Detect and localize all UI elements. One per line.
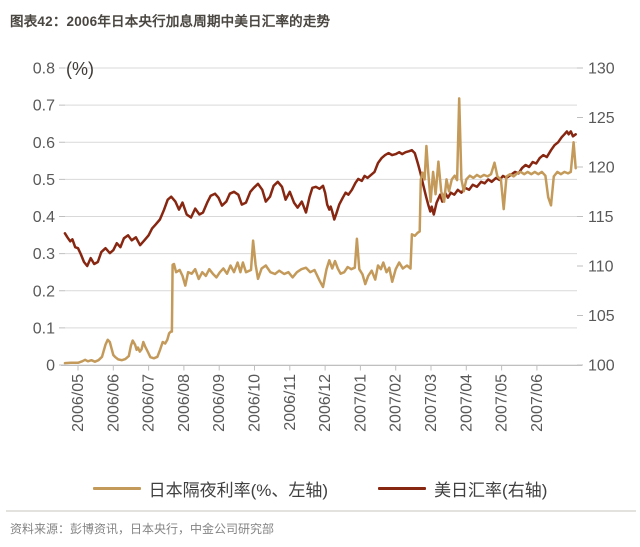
right-axis-tick-label: 110	[588, 259, 614, 276]
x-axis-tick-label: 2006/11	[282, 374, 299, 431]
left-axis-tick-label: 0.5	[33, 172, 55, 189]
right-axis-tick-label: 120	[588, 160, 615, 177]
x-axis-tick-label: 2006/08	[176, 374, 193, 432]
x-axis-tick-label: 2006/05	[70, 374, 87, 432]
legend-line-sample-call-rate	[92, 487, 141, 490]
x-axis-tick-label: 2006/12	[317, 374, 334, 432]
chart-series	[63, 97, 577, 365]
left-axis-tick-label: 0.2	[33, 283, 55, 300]
figure-title: 图表42：2006年日本央行加息周期中美日汇率的走势	[10, 14, 331, 29]
right-axis-tick-label: 130	[588, 61, 615, 78]
left-axis-tick-label: 0.8	[33, 61, 55, 78]
left-axis-tick-label: 0.6	[33, 135, 55, 152]
x-axis-tick-label: 2006/07	[141, 374, 158, 432]
legend: 日本隔夜利率(%、左轴) 美日汇率(右轴)	[0, 476, 640, 501]
legend-line-sample-usdjpy	[378, 487, 427, 490]
series-line-0	[63, 97, 577, 365]
right-axis-tick-label: 105	[588, 308, 615, 325]
left-axis-tick-label: 0.4	[33, 209, 55, 226]
right-axis-tick-label: 125	[588, 110, 615, 127]
x-axis-tick-label: 2007/05	[494, 374, 511, 432]
x-axis-tick-label: 2006/10	[247, 374, 264, 432]
series-line-1	[63, 130, 577, 268]
legend-item-call-rate[interactable]: 日本隔夜利率(%、左轴)	[92, 476, 329, 501]
legend-label-usdjpy: 美日汇率(右轴)	[434, 481, 548, 500]
right-axis-tick-label: 100	[588, 358, 615, 375]
x-axis-tick-label: 2007/04	[458, 374, 475, 432]
left-axis-tick-label: 0.1	[33, 320, 55, 337]
legend-item-usdjpy[interactable]: 美日汇率(右轴)	[378, 476, 547, 501]
x-axis-tick-label: 2007/02	[388, 374, 405, 432]
left-axis-tick-label: 0.3	[33, 246, 55, 263]
left-axis-unit-label: (%)	[66, 59, 94, 79]
x-axis-tick-label: 2006/06	[105, 374, 122, 432]
x-axis-tick-label: 2007/01	[352, 374, 369, 432]
grid-and-axes	[59, 67, 583, 371]
source-note: 资料来源：彭博资讯，日本央行，中金公司研究部	[10, 522, 275, 536]
left-axis-tick-label: 0.7	[33, 98, 55, 115]
x-axis-tick-label: 2006/09	[211, 374, 228, 432]
left-axis-tick-label: 0	[46, 358, 55, 375]
axis-labels: 0 0.1 0.2 0.3 0.4 0.5 0.6 0.7 0.8 100 105 110 115 120…	[33, 59, 615, 432]
divider-line	[6, 510, 636, 512]
x-axis-tick-label: 2007/06	[529, 374, 546, 432]
right-axis-tick-label: 115	[588, 209, 614, 226]
legend-label-call-rate: 日本隔夜利率(%、左轴)	[148, 481, 329, 500]
x-axis-tick-label: 2007/03	[423, 374, 440, 432]
